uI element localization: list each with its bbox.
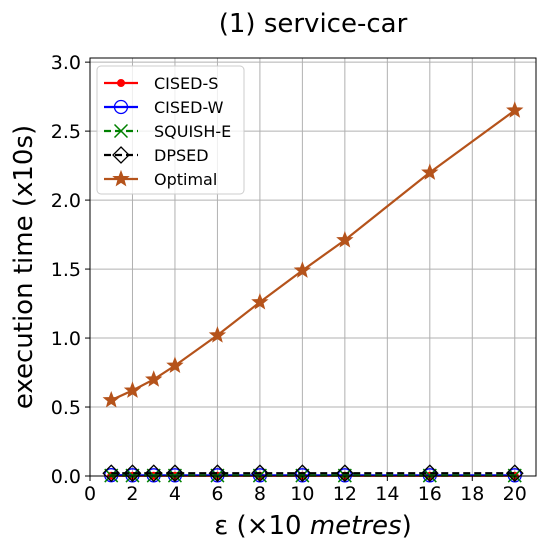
x-tick-label: 18 xyxy=(460,483,484,505)
legend-swatch-marker xyxy=(112,146,130,164)
data-point-dpsed xyxy=(144,464,163,483)
y-tick-label: 2.5 xyxy=(51,121,81,143)
plot-frame xyxy=(89,57,537,477)
legend-swatch-marker xyxy=(117,79,125,87)
x-tick-label: 16 xyxy=(418,483,442,505)
x-tick-label: 8 xyxy=(254,483,266,505)
y-axis-label: execution time (x10s) xyxy=(9,125,39,409)
data-point-dpsed xyxy=(208,464,227,483)
legend-label: CISED-S xyxy=(154,74,218,93)
y-tick-label: 1.0 xyxy=(51,328,81,350)
data-point-dpsed xyxy=(505,464,524,483)
data-point-optimal xyxy=(421,163,439,180)
x-axis-label-unit: metres xyxy=(310,511,402,541)
x-tick-label: 0 xyxy=(84,483,96,505)
y-tick-label: 0.0 xyxy=(51,466,81,488)
series-dpsed xyxy=(102,464,524,483)
data-point-optimal xyxy=(166,356,184,374)
legend-item-cised-s: CISED-S xyxy=(104,74,218,93)
data-point-optimal xyxy=(293,261,312,278)
y-tick-label: 3.0 xyxy=(51,52,81,74)
y-tick-label: 2.0 xyxy=(51,190,81,212)
data-point-dpsed xyxy=(102,464,121,483)
data-point-optimal xyxy=(251,293,269,310)
ticks: 0 2 4 6 8 10 12 14 16 18 20 0.0 0.5 1.0 1.5 2.0 2.5 3.0 xyxy=(51,52,527,505)
legend-label: CISED-W xyxy=(154,98,224,117)
legend: CISED-S CISED-W SQUISH-E DPSED Optimal xyxy=(96,65,245,195)
data-point-optimal xyxy=(145,370,163,387)
legend-item-optimal: Optimal xyxy=(104,169,217,189)
data-point-optimal xyxy=(123,381,142,398)
x-tick-label: 10 xyxy=(290,483,314,505)
series-line-optimal xyxy=(110,109,516,402)
data-point-optimal xyxy=(208,326,227,343)
x-tick-label: 20 xyxy=(503,483,527,505)
x-tick-label: 4 xyxy=(169,483,181,505)
data-point-dpsed xyxy=(420,464,439,483)
legend-label: Optimal xyxy=(154,170,217,189)
legend-label: SQUISH-E xyxy=(154,122,231,141)
chart-title: (1) service-car xyxy=(219,9,408,39)
data-point-dpsed xyxy=(250,464,269,483)
x-tick-label: 2 xyxy=(126,483,138,505)
x-axis-label: ε (×10 metres) xyxy=(214,511,412,541)
data-point-dpsed xyxy=(335,464,354,483)
y-tick-label: 1.5 xyxy=(51,259,81,281)
x-tick-label: 14 xyxy=(375,483,399,505)
data-point-dpsed xyxy=(166,464,184,483)
x-axis-label-prefix: ε (×10 xyxy=(214,511,310,541)
legend-frame xyxy=(96,65,245,195)
y-tick-label: 0.5 xyxy=(51,397,81,419)
x-tick-label: 6 xyxy=(211,483,223,505)
legend-item-squish-e: SQUISH-E xyxy=(104,122,231,141)
data-point-dpsed xyxy=(123,464,142,483)
data-point-optimal xyxy=(506,101,524,118)
x-tick-label: 12 xyxy=(333,483,357,505)
legend-swatch-marker xyxy=(113,123,129,139)
data-point-optimal xyxy=(336,230,354,248)
x-marker-stroke xyxy=(113,123,129,139)
x-axis-label-suffix: ) xyxy=(402,511,412,541)
legend-label: DPSED xyxy=(154,146,209,165)
data-point-optimal xyxy=(102,391,120,408)
legend-item-cised-w: CISED-W xyxy=(104,98,224,117)
series-optimal xyxy=(102,101,524,408)
legend-item-dpsed: DPSED xyxy=(104,146,209,165)
legend-swatch-marker xyxy=(113,99,129,115)
legend-swatch-marker xyxy=(112,169,130,187)
data-point-dpsed xyxy=(293,464,312,483)
